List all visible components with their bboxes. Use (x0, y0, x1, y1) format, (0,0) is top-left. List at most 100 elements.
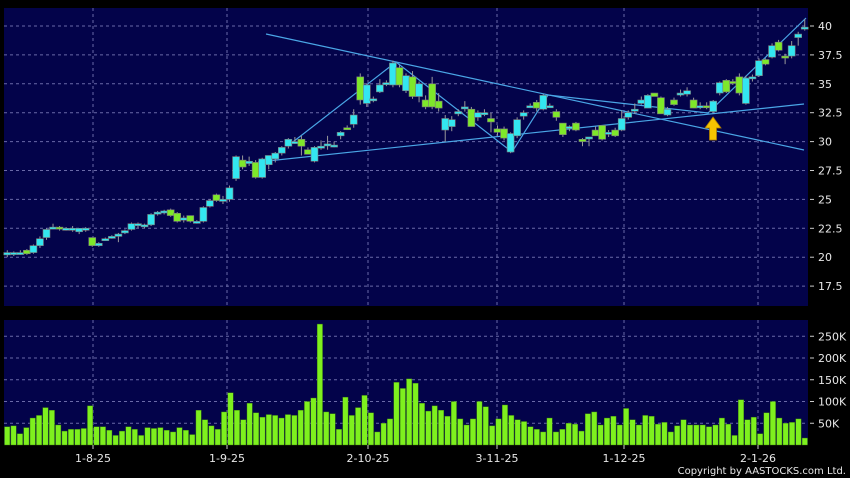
candle (271, 152, 280, 163)
candle (663, 106, 672, 117)
candle-body (153, 211, 162, 215)
candle-body (441, 118, 450, 131)
candle (349, 109, 358, 128)
candle (578, 138, 587, 147)
candle (768, 43, 776, 59)
volume-bar (100, 426, 106, 446)
volume-bar (316, 323, 323, 446)
date-tick-label: 1-9-25 (209, 452, 245, 465)
candle-body (650, 92, 659, 97)
volume-bar (706, 426, 712, 446)
volume-bar (776, 417, 783, 446)
volume-bar (170, 431, 176, 446)
volume-bar (151, 428, 157, 446)
candle-body (611, 129, 619, 137)
candle-body (421, 99, 430, 108)
volume-bar (584, 413, 591, 446)
candle (88, 237, 97, 247)
candle-body (271, 152, 280, 160)
candle-body (794, 33, 802, 38)
volume-bar (661, 422, 668, 446)
candle (434, 93, 443, 112)
candle-body (493, 128, 502, 133)
candle-body (55, 226, 64, 230)
candle (742, 75, 750, 105)
price-panel (4, 8, 808, 306)
volume-bar (36, 415, 42, 446)
candle-body (147, 214, 155, 226)
candle-body (559, 122, 567, 135)
candle-body (715, 82, 724, 94)
price-tick-label: 20 (818, 251, 832, 264)
candle (376, 79, 384, 94)
volume-bar (278, 417, 285, 446)
volume-bar (93, 426, 100, 446)
candle-body (264, 155, 273, 166)
volume-bar (419, 403, 425, 446)
volume-bar (265, 414, 272, 446)
candle-body (23, 249, 31, 255)
candle (761, 58, 770, 66)
candle (480, 109, 489, 117)
volume-bar (667, 431, 674, 446)
volume-bar (431, 405, 438, 446)
date-tick-label: 2-1-26 (740, 452, 776, 465)
candle-body (336, 132, 345, 137)
candle (81, 227, 90, 232)
candle-body (402, 75, 410, 92)
volume-bar (4, 426, 11, 446)
volume-bar (208, 425, 215, 446)
candle-body (49, 226, 57, 230)
volume-tick-label: 50K (818, 417, 840, 430)
candle (356, 73, 365, 105)
candle (395, 65, 404, 88)
volume-bar (438, 410, 444, 446)
candle-body (101, 238, 110, 242)
candle-body (199, 207, 208, 222)
candle (212, 193, 221, 202)
volume-bar (368, 412, 374, 446)
candle-body (356, 76, 365, 101)
volume-bar (157, 427, 164, 446)
volume-bar (55, 424, 62, 446)
volume-bar (425, 410, 432, 446)
volume-bar (495, 418, 502, 446)
candle-body (683, 90, 691, 95)
up-arrow-icon (704, 116, 722, 141)
candle-body (408, 76, 417, 97)
candle (278, 146, 286, 156)
candle (29, 244, 38, 254)
volume-bar (750, 416, 757, 446)
candle-body (774, 41, 783, 51)
volume-bar (482, 406, 489, 446)
date-tick-label: 1-12-25 (603, 452, 646, 465)
candle-body (604, 132, 613, 135)
volume-bar (138, 435, 145, 446)
candle-body (382, 82, 391, 85)
volume-bar (10, 425, 17, 446)
candle-body (598, 125, 606, 140)
price-tick-label: 25 (818, 193, 832, 206)
volume-tick-label: 150K (818, 374, 847, 387)
candle-body (376, 84, 384, 93)
candle-body (140, 224, 149, 228)
candle (108, 235, 116, 239)
volume-bar (221, 411, 228, 446)
candle (670, 97, 678, 106)
candle (624, 110, 633, 120)
candle-body (278, 147, 286, 154)
candle-body (245, 160, 253, 164)
candle (140, 223, 149, 229)
candle-body (565, 126, 574, 129)
volume-bar (23, 427, 30, 446)
volume-bar (42, 407, 49, 446)
candle (42, 228, 51, 240)
candle (343, 125, 351, 131)
candle (310, 146, 319, 163)
volume-bar (763, 412, 770, 446)
volume-bar (336, 429, 342, 446)
volume-bar (380, 423, 387, 446)
candle-body (487, 118, 495, 123)
volume-bar (61, 430, 68, 446)
